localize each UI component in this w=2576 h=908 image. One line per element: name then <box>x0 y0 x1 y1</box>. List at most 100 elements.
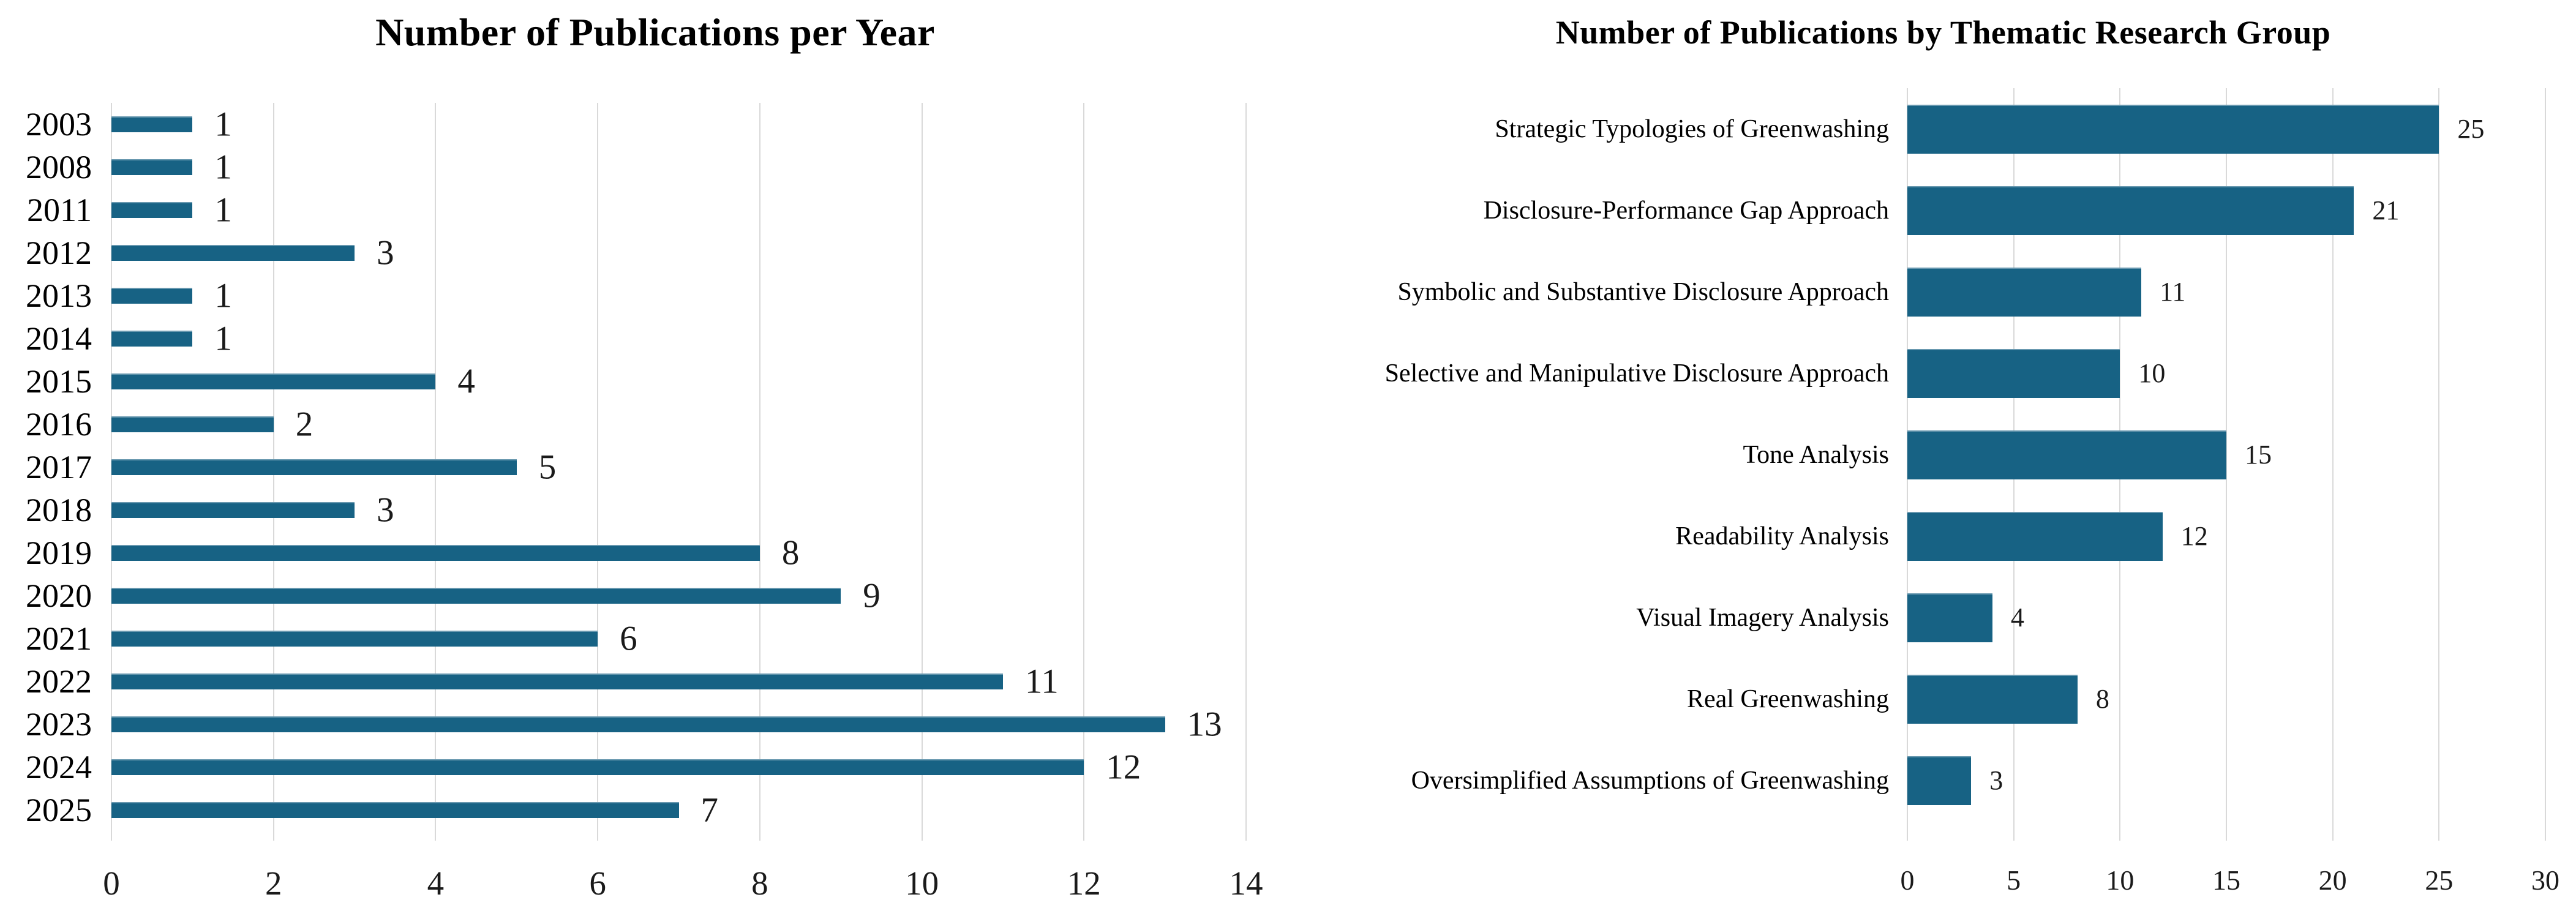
plot-area-by-theme: Strategic Typologies of Greenwashing 25 Di… <box>1310 88 2576 908</box>
x-axis-tick-label: 20 <box>2318 865 2347 896</box>
bar-track: 3 <box>1907 740 2545 821</box>
category-label: 2018 <box>26 492 92 528</box>
value-label: 7 <box>700 790 719 830</box>
value-label: 3 <box>377 490 394 530</box>
plot-area-per-year: 2003 1 2008 1 2011 1 2012 3 2013 1 2014 1 2015 4 2016 2… <box>0 103 1310 908</box>
bar-track: 1 <box>111 146 1246 189</box>
x-axis: 0 2 4 6 8 10 12 14 <box>103 841 1263 908</box>
bar-row: 2025 7 <box>0 789 1310 831</box>
value-label: 11 <box>1024 662 1059 701</box>
bar-track: 15 <box>1907 414 2545 495</box>
value-label: 2 <box>295 405 314 444</box>
bar-row: 2024 12 <box>0 746 1310 789</box>
x-axis-tick-label: 30 <box>2531 865 2559 896</box>
category-label: 2013 <box>26 277 92 314</box>
bar <box>1907 348 2120 398</box>
bar-track: 1 <box>111 317 1246 360</box>
bar <box>1907 267 2142 317</box>
bar <box>1907 593 1992 642</box>
category-label: Visual Imagery Analysis <box>1636 603 1889 632</box>
bar <box>111 545 760 561</box>
category-label: Tone Analysis <box>1743 440 1889 469</box>
bar-track: 3 <box>111 231 1246 274</box>
value-label: 1 <box>214 319 232 358</box>
bar-track: 4 <box>111 360 1246 403</box>
value-label: 6 <box>620 619 637 658</box>
category-label: 2003 <box>26 106 92 143</box>
bar <box>111 673 1003 689</box>
bar <box>111 502 355 518</box>
value-label: 15 <box>2245 439 2272 470</box>
gridline <box>2332 88 2334 841</box>
x-axis-tick-label: 12 <box>1067 865 1101 902</box>
gridline <box>1083 103 1085 841</box>
x-axis-tick-label: 2 <box>265 865 282 902</box>
bar-track: 1 <box>111 189 1246 231</box>
x-axis-tick-label: 4 <box>427 865 445 902</box>
bar <box>111 759 1084 775</box>
bar-track: 11 <box>1907 251 2545 332</box>
bar <box>111 631 598 647</box>
value-label: 9 <box>863 576 881 615</box>
chart-title-by-theme: Number of Publications by Thematic Resea… <box>1555 14 2331 51</box>
value-label: 13 <box>1187 705 1222 744</box>
category-label: 2008 <box>26 149 92 186</box>
category-label: Real Greenwashing <box>1686 685 1889 713</box>
bar <box>111 459 517 475</box>
bar <box>111 588 841 604</box>
bar-row: Disclosure-Performance Gap Approach 21 <box>1310 170 2576 251</box>
category-label: Oversimplified Assumptions of Greenwashi… <box>1411 766 1889 795</box>
chart-title-per-year: Number of Publications per Year <box>375 10 935 54</box>
bar-track: 13 <box>111 703 1246 746</box>
bar <box>1907 104 2439 154</box>
bar-track: 8 <box>1907 658 2545 740</box>
category-label: 2020 <box>26 577 92 614</box>
bar-row: Visual Imagery Analysis 4 <box>1310 577 2576 658</box>
category-label: 2025 <box>26 792 92 828</box>
bar <box>111 373 436 389</box>
value-label: 4 <box>2010 602 2024 632</box>
bar <box>111 416 274 432</box>
category-label: 2016 <box>26 406 92 443</box>
bar-row: 2016 2 <box>0 403 1310 446</box>
bar-track: 2 <box>111 403 1246 446</box>
bar-track: 5 <box>111 446 1246 489</box>
bar <box>111 331 193 347</box>
bar <box>111 288 193 304</box>
bar <box>1907 430 2226 479</box>
bar-row: Tone Analysis 15 <box>1310 414 2576 495</box>
x-axis-tick-label: 0 <box>103 865 120 902</box>
bar-rows: 2003 1 2008 1 2011 1 2012 3 2013 1 2014 1 2015 4 2016 2… <box>0 103 1310 831</box>
bar-row: Symbolic and Substantive Disclosure Appr… <box>1310 251 2576 332</box>
value-label: 3 <box>377 233 394 272</box>
category-label: 2022 <box>26 663 92 700</box>
x-axis-tick-label: 5 <box>2007 865 2021 896</box>
category-label: Symbolic and Substantive Disclosure Appr… <box>1397 277 1889 306</box>
bar-track: 7 <box>111 789 1246 831</box>
bar-row: 2021 6 <box>0 617 1310 660</box>
bar-row: Readability Analysis 12 <box>1310 495 2576 577</box>
bar <box>111 716 1165 732</box>
bar-row: 2020 9 <box>0 574 1310 617</box>
bar-row: 2008 1 <box>0 146 1310 189</box>
category-label: 2023 <box>26 706 92 743</box>
category-label: Strategic Typologies of Greenwashing <box>1495 114 1889 143</box>
bar-row: 2011 1 <box>0 189 1310 231</box>
bar-row: 2023 13 <box>0 703 1310 746</box>
bar-track: 21 <box>1907 170 2545 251</box>
value-label: 12 <box>1106 748 1141 787</box>
value-label: 11 <box>2160 276 2186 307</box>
gridline <box>2545 88 2546 841</box>
bar-track: 6 <box>111 617 1246 660</box>
bar-track: 11 <box>111 660 1246 703</box>
bar-track: 1 <box>111 274 1246 317</box>
bar-row: 2022 11 <box>0 660 1310 703</box>
bar-row: 2019 8 <box>0 531 1310 574</box>
gridline <box>2226 88 2227 841</box>
value-label: 1 <box>214 190 232 230</box>
category-label: 2011 <box>27 192 92 228</box>
bar-row: Real Greenwashing 8 <box>1310 658 2576 740</box>
value-label: 25 <box>2457 113 2485 144</box>
bar <box>1907 186 2354 235</box>
bar-track: 12 <box>1907 495 2545 577</box>
